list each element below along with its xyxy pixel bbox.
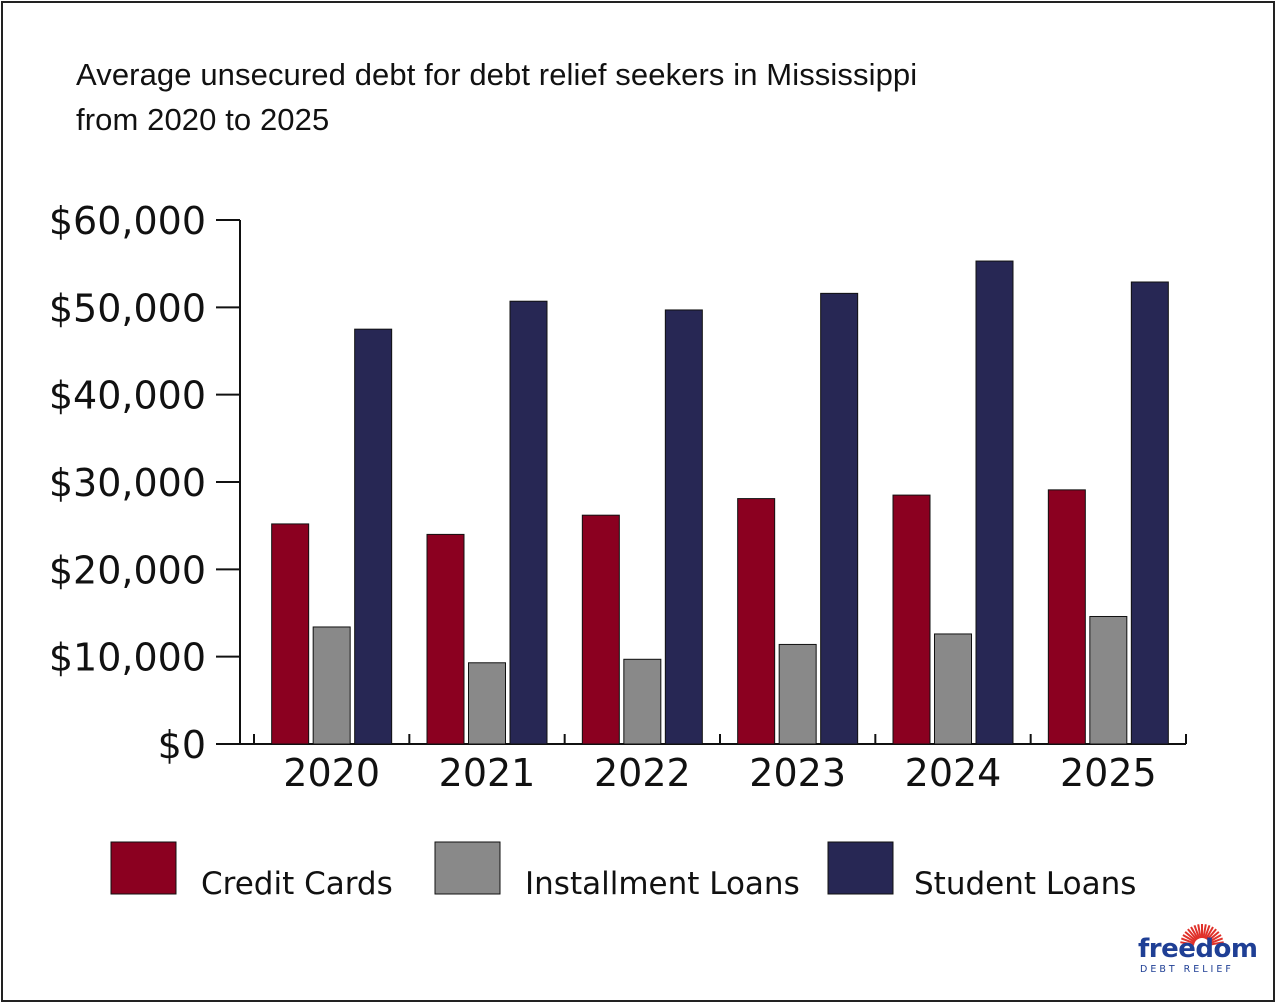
legend-swatch-credit-cards [110,841,177,895]
chart-title: Average unsecured debt for debt relief s… [76,52,1196,142]
chart-title-line-2: from 2020 to 2025 [76,102,330,137]
sunburst-ray [1205,926,1214,940]
sunburst-ray [1187,928,1198,941]
y-tick-label: $0 [158,723,206,767]
legend-swatch-installment-loans [434,841,501,895]
x-tick-label: 2024 [905,751,1002,795]
sunburst-ray [1208,934,1222,943]
bar-student-loans-2024 [975,260,1014,745]
y-tick-label: $60,000 [49,199,206,243]
bar-student-loans-2021 [509,300,548,745]
sunburst-ray [1184,931,1197,942]
bar-student-loans-2020 [354,328,393,745]
legend-label-installment-loans: Installment Loans [525,866,800,902]
x-tick-label: 2025 [1060,751,1157,795]
bar-installment-loans-2024 [934,633,972,745]
x-tick-label: 2022 [594,751,691,795]
y-tick-label: $10,000 [49,636,206,680]
bar-installment-loans-2022 [623,658,662,745]
bar-credit-cards-2024 [892,494,931,745]
freedom-debt-relief-logo: freedom DEBT RELIEF [1128,908,1268,988]
y-tick-label: $30,000 [49,461,206,505]
bar-installment-loans-2023 [778,643,817,745]
legend: Credit Cards Installment Loans Student Loa… [110,841,1136,902]
bar-credit-cards-2020 [271,523,310,745]
logo-tagline: DEBT RELIEF [1140,964,1234,975]
bar-credit-cards-2025 [1047,489,1086,745]
chart-title-line-1: Average unsecured debt for debt relief s… [76,57,918,92]
sunburst-ray [1206,928,1217,941]
logo-wordmark: freedom [1138,934,1258,964]
legend-label-student-loans: Student Loans [914,866,1136,902]
bar-credit-cards-2023 [737,498,776,745]
x-axis: 2020 2021 2022 2023 2024 2025 [216,734,1187,795]
y-tick-label: $20,000 [49,548,206,592]
legend-label-credit-cards: Credit Cards [201,866,393,902]
sunburst-ray [1207,931,1220,942]
sunburst-icon [1180,924,1224,946]
bar-student-loans-2025 [1130,281,1169,745]
y-axis: $0 $10,000 $20,000 $30,000 $40,000 $50,000 $60… [49,199,241,767]
legend-swatch-student-loans [827,841,894,895]
bars [271,260,1169,745]
sunburst-ray [1180,941,1195,946]
sunburst-ray [1209,941,1224,946]
sunburst-ray [1197,924,1202,939]
bar-installment-loans-2020 [312,626,351,745]
x-tick-label: 2023 [749,751,846,795]
bar-installment-loans-2025 [1089,615,1128,745]
sunburst-ray [1190,926,1199,940]
bar-student-loans-2023 [820,292,859,745]
sunburst-ray [1209,937,1224,945]
sunburst-ray [1180,937,1195,945]
bar-credit-cards-2022 [581,514,620,745]
sunburst-ray [1182,934,1196,943]
sunburst-ray [1193,924,1201,939]
bar-student-loans-2022 [664,309,703,745]
y-tick-label: $50,000 [49,286,206,330]
bar-credit-cards-2021 [426,533,465,745]
x-tick-label: 2020 [283,751,380,795]
x-tick-label: 2021 [439,751,536,795]
y-tick-label: $40,000 [49,374,206,418]
bar-installment-loans-2021 [468,662,506,745]
sunburst-ray [1203,924,1211,939]
sunburst-ray [1202,924,1207,939]
